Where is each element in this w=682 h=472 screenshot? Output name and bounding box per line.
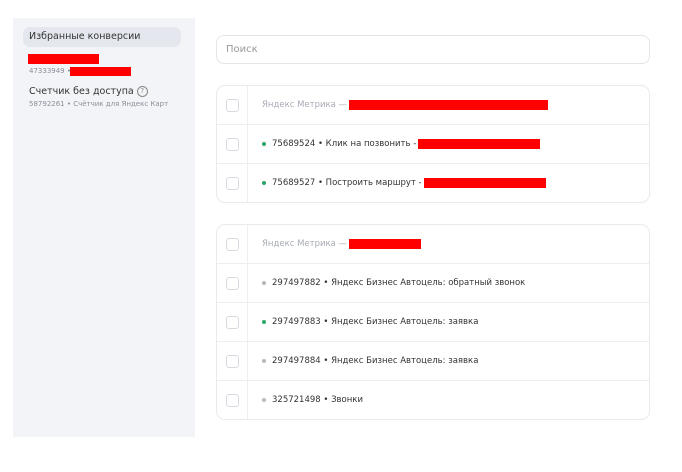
group-header: Яндекс Метрика —	[262, 239, 348, 249]
list-item[interactable]: 75689524 • Клик на позвонить -	[217, 125, 649, 164]
list-item[interactable]: 297497882 • Яндекс Бизнес Автоцель: обра…	[217, 264, 649, 303]
goal-group: Яндекс Метрика — 75689524 • Клик на позв…	[216, 85, 650, 203]
status-dot	[262, 359, 266, 363]
checkbox[interactable]	[225, 176, 239, 190]
goal-label: 75689527 • Построить маршрут -	[272, 178, 422, 188]
checkbox[interactable]	[225, 237, 239, 251]
list-item[interactable]: 297497883 • Яндекс Бизнес Автоцель: заяв…	[217, 303, 649, 342]
redacted-counter-site	[70, 67, 131, 76]
list-item[interactable]: 297497884 • Яндекс Бизнес Автоцель: заяв…	[217, 342, 649, 381]
checkbox[interactable]	[225, 137, 239, 151]
status-dot	[262, 398, 266, 402]
status-dot	[262, 320, 266, 324]
counter-subtitle: 58792261 • Счётчик для Яндекс Карт	[29, 100, 169, 108]
goal-label: 297497883 • Яндекс Бизнес Автоцель: заяв…	[272, 317, 479, 327]
help-icon[interactable]: ?	[136, 86, 148, 97]
checkbox[interactable]	[225, 276, 239, 290]
checkbox[interactable]	[225, 354, 239, 368]
counter-id: 47333949 •	[29, 67, 71, 75]
goal-label: 75689524 • Клик на позвонить -	[272, 139, 417, 149]
list-item[interactable]: 325721498 • Звонки	[217, 381, 649, 419]
checkbox[interactable]	[225, 315, 239, 329]
status-dot	[262, 181, 266, 185]
sidebar-item-favorites[interactable]: Избранные конверсии	[23, 27, 181, 47]
checkbox[interactable]	[225, 98, 239, 112]
goal-label: 297497882 • Яндекс Бизнес Автоцель: обра…	[272, 278, 526, 288]
counter-title: Счетчик без доступа	[29, 86, 134, 97]
goal-label: 297497884 • Яндекс Бизнес Автоцель: заяв…	[272, 356, 479, 366]
goal-group: Яндекс Метрика — 297497882 • Яндекс Бизн…	[216, 224, 650, 420]
checkbox[interactable]	[225, 393, 239, 407]
goal-label: 325721498 • Звонки	[272, 395, 363, 405]
status-dot	[262, 142, 266, 146]
search-input[interactable]: Поиск	[216, 35, 650, 64]
sidebar-item-no-access[interactable]: Счетчик без доступа?	[29, 86, 148, 97]
group-header: Яндекс Метрика —	[262, 100, 348, 110]
sidebar: Избранные конверсии 47333949 • Счетчик б…	[13, 18, 195, 437]
redacted-counter-name	[28, 54, 99, 64]
status-dot	[262, 281, 266, 285]
list-item[interactable]: 75689527 • Построить маршрут -	[217, 164, 649, 202]
